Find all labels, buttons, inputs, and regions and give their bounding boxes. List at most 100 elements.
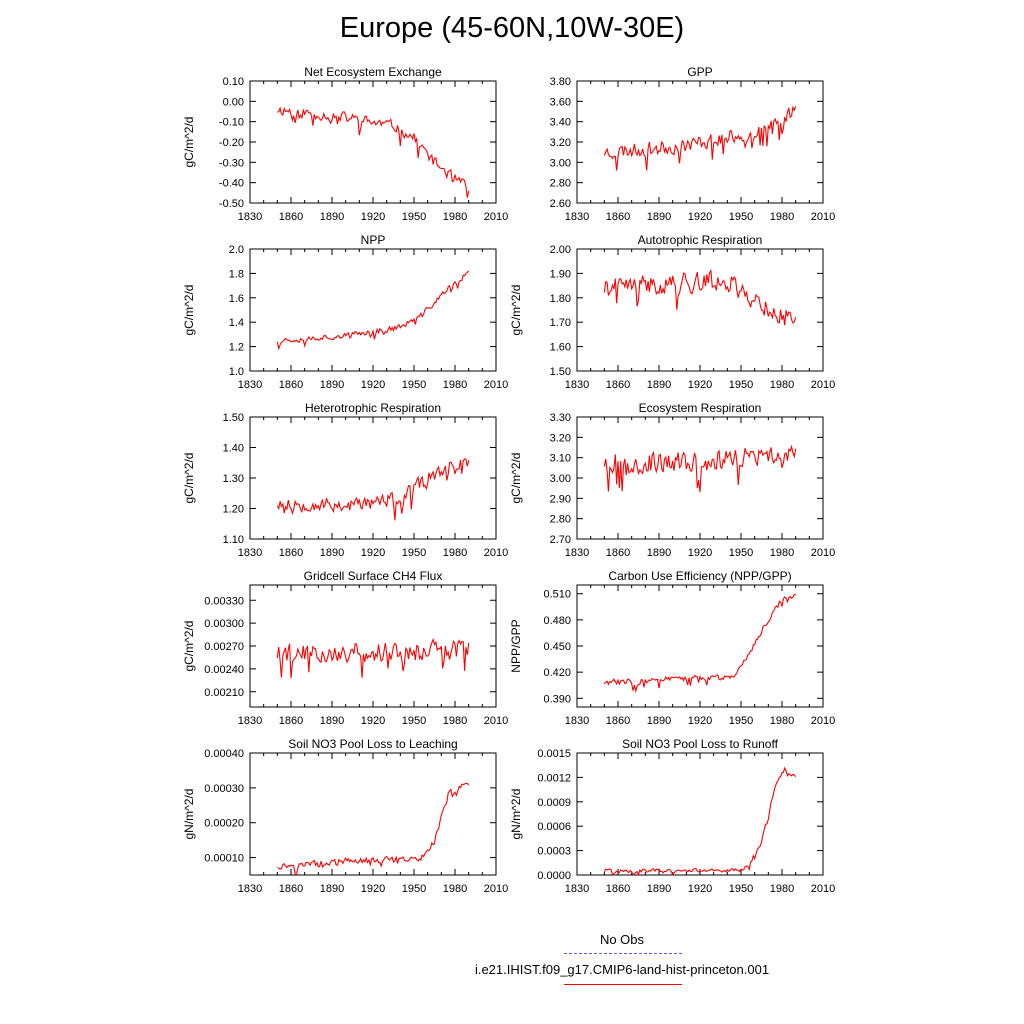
y-tick-label: -0.50 xyxy=(219,198,244,210)
x-tick-label: 1950 xyxy=(729,379,753,391)
x-tick-label: 1830 xyxy=(565,883,589,895)
panel-title: Autotrophic Respiration xyxy=(638,233,763,247)
plot-frame xyxy=(249,752,497,876)
y-tick-label: 3.00 xyxy=(550,157,571,169)
legend-line-case xyxy=(564,984,682,985)
panel-title: Carbon Use Efficiency (NPP/GPP) xyxy=(608,569,791,583)
x-tick-label: 1920 xyxy=(688,883,712,895)
y-tick-label: 0.00270 xyxy=(204,641,244,653)
x-tick-label: 1980 xyxy=(770,715,794,727)
x-tick-label: 1950 xyxy=(402,379,426,391)
x-tick-label: 1950 xyxy=(729,211,753,223)
x-tick-label: 1950 xyxy=(729,883,753,895)
x-tick-label: 1860 xyxy=(279,211,303,223)
y-tick-label: 1.0 xyxy=(229,366,244,378)
y-tick-label: -0.20 xyxy=(219,137,244,149)
panel-title: Ecosystem Respiration xyxy=(639,401,762,415)
panel-5: Heterotrophic Respiration gC/m^2/d 1830 186… xyxy=(182,401,508,559)
x-tick-label: 1920 xyxy=(688,547,712,559)
x-tick-label: 1830 xyxy=(238,211,262,223)
y-tick-label: 3.00 xyxy=(550,473,571,485)
y-tick-label: 0.420 xyxy=(543,667,571,679)
x-tick-label: 1920 xyxy=(361,715,385,727)
y-tick-label: 0.0015 xyxy=(537,748,571,760)
y-tick-label: -0.30 xyxy=(219,157,244,169)
y-axis-label: gN/m^2/d xyxy=(509,789,523,840)
y-tick-label: 1.20 xyxy=(223,504,244,516)
x-tick-label: 1890 xyxy=(320,883,344,895)
y-tick-label: 1.80 xyxy=(550,293,571,305)
series-line xyxy=(603,766,797,877)
y-tick-label: 3.20 xyxy=(550,137,571,149)
y-tick-label: 1.30 xyxy=(223,473,244,485)
y-tick-label: 2.80 xyxy=(550,514,571,526)
y-tick-label: 0.510 xyxy=(543,589,571,601)
x-tick-label: 1950 xyxy=(729,547,753,559)
y-tick-label: 0.0006 xyxy=(537,821,571,833)
panel-title: Soil NO3 Pool Loss to Leaching xyxy=(288,737,457,751)
panel-8: Carbon Use Efficiency (NPP/GPP) NPP/GPP 18… xyxy=(509,569,835,727)
y-tick-label: 0.00330 xyxy=(204,595,244,607)
legend-line-no-obs xyxy=(564,953,682,954)
plot-frame xyxy=(576,248,824,372)
y-tick-label: 0.0000 xyxy=(537,870,571,882)
x-tick-label: 2010 xyxy=(484,883,508,895)
y-tick-label: 1.50 xyxy=(223,412,244,424)
y-tick-label: 0.00030 xyxy=(204,783,244,795)
y-tick-label: 1.90 xyxy=(550,268,571,280)
y-tick-label: 2.60 xyxy=(550,198,571,210)
x-tick-label: 1920 xyxy=(688,211,712,223)
y-axis-label: NPP/GPP xyxy=(509,619,523,672)
x-tick-label: 1920 xyxy=(361,547,385,559)
plot-frame xyxy=(249,80,497,204)
y-tick-label: 2.00 xyxy=(550,244,571,256)
x-tick-label: 2010 xyxy=(484,547,508,559)
panel-6: Ecosystem Respiration gC/m^2/d 1830 1860 189… xyxy=(509,401,835,559)
x-tick-label: 1830 xyxy=(238,379,262,391)
y-axis-label: gC/m^2/d xyxy=(182,285,196,336)
plot-frame xyxy=(576,584,824,708)
x-tick-label: 1860 xyxy=(279,715,303,727)
panel-2: GPP 1830 1860 1890 1920 1950 1980 2010 3.80 3.60 3… xyxy=(550,65,836,223)
legend-label-no-obs: No Obs xyxy=(599,932,645,947)
y-tick-label: 0.00040 xyxy=(204,748,244,760)
x-tick-label: 1980 xyxy=(770,547,794,559)
y-tick-label: 0.00210 xyxy=(204,687,244,699)
y-tick-label: 1.2 xyxy=(229,342,244,354)
y-tick-label: 3.60 xyxy=(550,96,571,108)
y-tick-label: 0.00300 xyxy=(204,618,244,630)
series-line xyxy=(603,268,797,326)
x-tick-label: 1950 xyxy=(402,715,426,727)
x-tick-label: 1860 xyxy=(606,715,630,727)
panel-title: Soil NO3 Pool Loss to Runoff xyxy=(622,737,779,751)
y-tick-label: 1.70 xyxy=(550,317,571,329)
x-tick-label: 1860 xyxy=(279,379,303,391)
legend-label-case: i.e21.IHIST.f09_g17.CMIP6-land-hist-prin… xyxy=(474,962,770,977)
y-tick-label: 3.20 xyxy=(550,432,571,444)
x-tick-label: 1950 xyxy=(402,547,426,559)
panel-1: Net Ecosystem Exchange gC/m^2/d 1830 1860 18… xyxy=(182,65,508,223)
x-tick-label: 1830 xyxy=(565,715,589,727)
series-line xyxy=(603,594,796,694)
x-tick-label: 1890 xyxy=(647,883,671,895)
plot-frame xyxy=(249,416,497,540)
y-tick-label: 3.40 xyxy=(550,117,571,129)
x-tick-label: 1980 xyxy=(770,379,794,391)
figure-title: Europe (45-60N,10W-30E) xyxy=(339,12,685,44)
x-tick-label: 1920 xyxy=(688,379,712,391)
y-tick-label: 0.450 xyxy=(543,641,571,653)
y-tick-label: 3.80 xyxy=(550,76,571,88)
panel-4: Autotrophic Respiration gC/m^2/d 1830 1860 1… xyxy=(509,233,835,391)
y-tick-label: 0.0003 xyxy=(537,846,571,858)
y-tick-label: 0.00 xyxy=(223,96,244,108)
x-tick-label: 2010 xyxy=(811,379,835,391)
y-tick-label: 3.10 xyxy=(550,453,571,465)
y-tick-label: 1.40 xyxy=(223,443,244,455)
panel-9: Soil NO3 Pool Loss to Leaching gN/m^2/d 18… xyxy=(182,737,508,895)
x-tick-label: 1890 xyxy=(647,715,671,727)
y-tick-label: 0.10 xyxy=(223,76,244,88)
y-tick-label: 1.50 xyxy=(550,366,571,378)
panel-title: Gridcell Surface CH4 Flux xyxy=(304,569,443,583)
y-tick-label: -0.40 xyxy=(219,178,244,190)
y-axis-label: gC/m^2/d xyxy=(182,621,196,672)
